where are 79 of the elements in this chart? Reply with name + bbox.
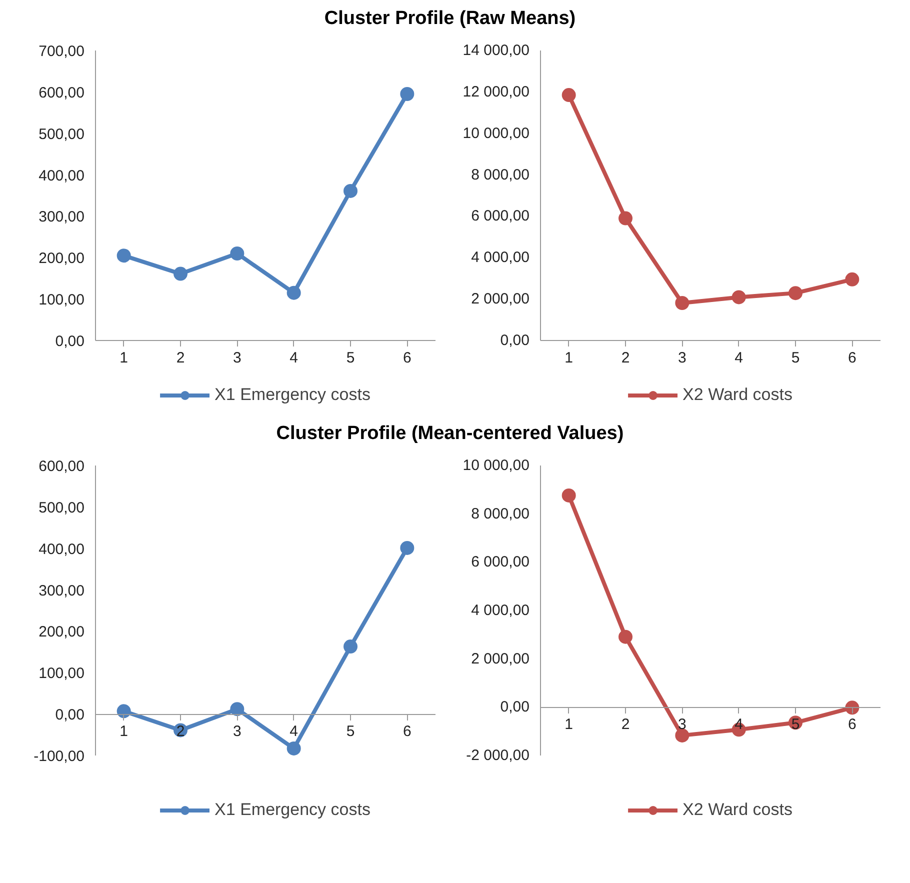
y-tick-label: 200,00	[38, 250, 85, 268]
y-tick-label: 14 000,00	[462, 42, 530, 59]
y-tick-label: 6 000,00	[471, 554, 530, 571]
y-tick-label: 600,00	[38, 458, 85, 475]
y-tick-label: 100,00	[38, 665, 85, 682]
y-tick-label: -100,00	[34, 748, 84, 765]
point	[344, 184, 358, 198]
y-tick-label: 0,00	[500, 332, 530, 349]
y-tick-label: 10 000,00	[462, 457, 530, 474]
y-tick-label: 0,00	[500, 698, 530, 716]
y-tick-label: 300,00	[38, 582, 85, 600]
legend-label: X2 Ward costs	[682, 385, 792, 405]
point	[618, 630, 632, 644]
x-tick-label: 3	[678, 350, 686, 366]
point	[116, 704, 131, 718]
x-tick-label: 4	[290, 350, 298, 366]
point	[845, 272, 860, 286]
point	[400, 540, 414, 555]
point	[562, 88, 576, 102]
legend-label: X1 Emergency costs	[214, 385, 370, 405]
point	[174, 266, 188, 281]
x-tick-label: 4	[290, 723, 298, 740]
y-tick-label: 500,00	[38, 499, 85, 516]
y-tick-label: 8 000,00	[471, 166, 530, 184]
chart-title: Cluster Profile (Mean-centered Values)	[276, 422, 624, 446]
point	[732, 290, 746, 304]
point	[116, 248, 131, 263]
y-tick-label: 300,00	[38, 208, 85, 226]
point	[675, 296, 690, 310]
point	[286, 286, 301, 300]
y-tick-label: 500,00	[38, 126, 85, 143]
point	[344, 640, 358, 654]
y-tick-label: 400,00	[38, 540, 85, 558]
x-tick-label: 6	[848, 716, 856, 734]
x-tick-label: 6	[402, 350, 412, 366]
x-tick-label: 5	[791, 350, 800, 366]
x-tick-label: 5	[346, 723, 355, 740]
y-tick-label: 4 000,00	[471, 602, 530, 619]
y-tick-label: 600,00	[38, 84, 85, 102]
x-tick-label: 5	[791, 716, 800, 734]
x-tick-label: 4	[734, 350, 744, 366]
x-tick-label: 1	[120, 350, 128, 366]
x-tick-label: 1	[120, 723, 128, 740]
y-tick-label: 0,00	[55, 333, 85, 350]
x-tick-label: 3	[232, 723, 242, 740]
point	[788, 286, 802, 300]
x-tick-label: 6	[848, 350, 856, 366]
point	[286, 741, 301, 756]
x-tick-label: 3	[232, 350, 242, 366]
point	[562, 488, 576, 502]
y-tick-label: 12 000,00	[462, 83, 530, 100]
x-tick-label: 2	[621, 716, 630, 734]
point	[618, 211, 632, 226]
x-tick-label: 2	[176, 723, 185, 740]
y-tick-label: 2 000,00	[471, 290, 530, 308]
y-tick-label: 100,00	[38, 292, 85, 309]
y-tick-label: -2 000,00	[466, 747, 530, 764]
y-tick-label: 200,00	[38, 624, 85, 641]
point	[230, 246, 244, 260]
x-tick-label: 1	[564, 716, 574, 734]
y-tick-label: 2 000,00	[471, 650, 530, 668]
x-tick-label: 6	[402, 723, 412, 740]
legend-label: X1 Emergency costs	[214, 800, 370, 820]
y-tick-label: 4 000,00	[471, 249, 530, 266]
point	[230, 702, 244, 716]
chart-title: Cluster Profile (Raw Means)	[324, 7, 576, 31]
point	[400, 87, 414, 101]
x-tick-label: 1	[564, 350, 574, 366]
y-tick-label: 0,00	[55, 706, 85, 724]
x-tick-label: 2	[176, 350, 185, 366]
legend-label: X2 Ward costs	[682, 800, 792, 820]
y-tick-label: 400,00	[38, 167, 85, 184]
y-tick-label: 6 000,00	[471, 208, 530, 225]
x-tick-label: 2	[621, 350, 630, 366]
y-tick-label: 10 000,00	[462, 124, 530, 142]
x-tick-label: 5	[346, 350, 355, 366]
y-tick-label: 8 000,00	[471, 505, 530, 522]
y-tick-label: 700,00	[38, 43, 85, 60]
point	[675, 728, 690, 742]
